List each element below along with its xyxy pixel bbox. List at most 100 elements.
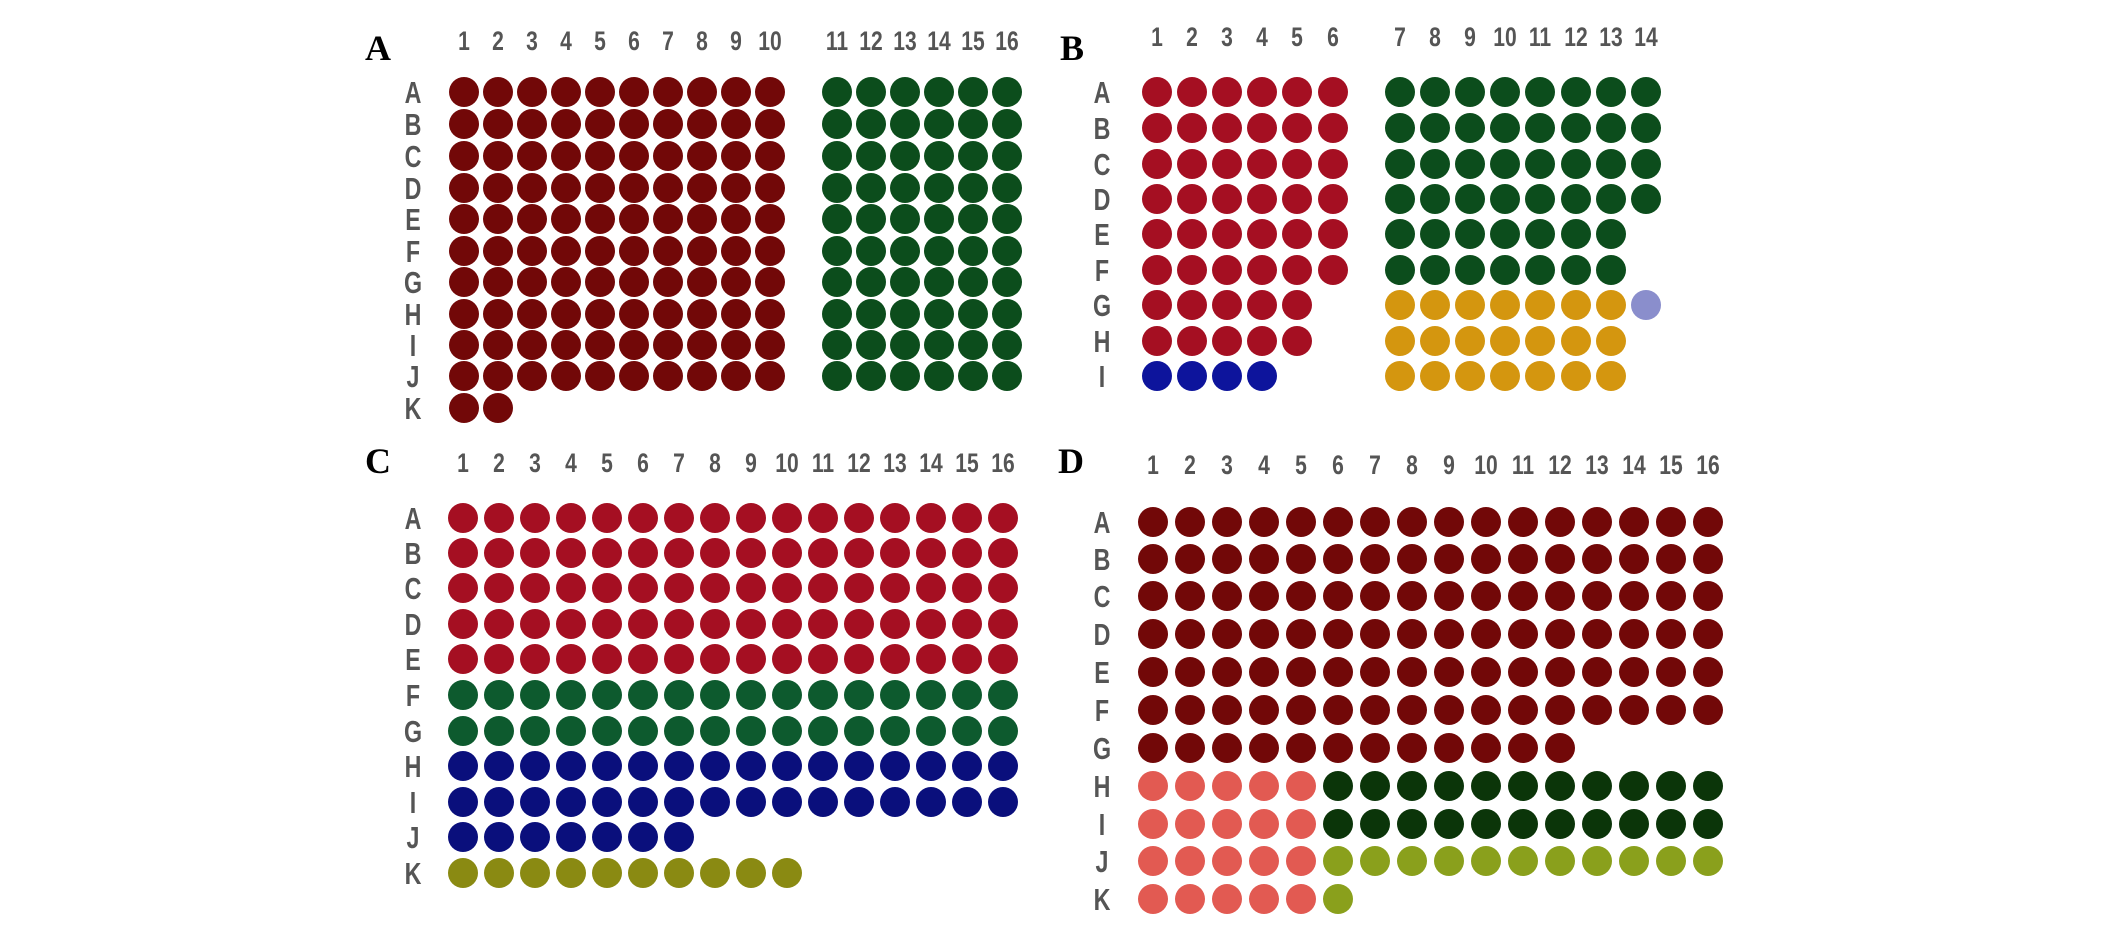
well-I8 bbox=[1397, 809, 1427, 839]
well-E15 bbox=[1656, 657, 1686, 687]
well-A9 bbox=[1455, 77, 1485, 107]
well-D12 bbox=[1545, 619, 1575, 649]
well-G8 bbox=[1397, 733, 1427, 763]
well-B13 bbox=[1596, 113, 1626, 143]
well-F3 bbox=[520, 680, 550, 710]
well-C5 bbox=[1286, 581, 1316, 611]
panel-letter: A bbox=[365, 28, 391, 68]
well-E14 bbox=[916, 644, 946, 674]
well-I2 bbox=[1175, 809, 1205, 839]
well-H4 bbox=[551, 299, 581, 329]
well-A12 bbox=[1561, 77, 1591, 107]
well-D8 bbox=[1420, 184, 1450, 214]
well-G4 bbox=[556, 716, 586, 746]
well-G14 bbox=[916, 716, 946, 746]
well-A7 bbox=[1360, 507, 1390, 537]
well-H4 bbox=[1247, 326, 1277, 356]
well-I10 bbox=[1490, 361, 1520, 391]
well-C9 bbox=[1455, 149, 1485, 179]
well-D7 bbox=[1360, 619, 1390, 649]
column-label: 11 bbox=[811, 448, 835, 478]
row-label: I bbox=[1098, 359, 1106, 394]
well-C6 bbox=[628, 573, 658, 603]
well-B2 bbox=[483, 109, 513, 139]
well-D6 bbox=[619, 173, 649, 203]
well-C7 bbox=[664, 573, 694, 603]
well-F13 bbox=[890, 236, 920, 266]
well-G6 bbox=[628, 716, 658, 746]
well-H1 bbox=[1142, 326, 1172, 356]
well-F4 bbox=[1249, 695, 1279, 725]
well-C4 bbox=[556, 573, 586, 603]
row-label: J bbox=[406, 359, 420, 394]
well-B7 bbox=[664, 538, 694, 568]
well-F14 bbox=[1619, 695, 1649, 725]
well-E13 bbox=[890, 204, 920, 234]
well-H13 bbox=[880, 751, 910, 781]
column-label: 13 bbox=[1599, 22, 1623, 52]
well-K6 bbox=[1323, 884, 1353, 914]
column-label: 7 bbox=[673, 448, 685, 478]
well-F12 bbox=[844, 680, 874, 710]
well-E1 bbox=[1142, 219, 1172, 249]
well-A16 bbox=[988, 503, 1018, 533]
well-E5 bbox=[592, 644, 622, 674]
well-H8 bbox=[1420, 326, 1450, 356]
well-J9 bbox=[1434, 846, 1464, 876]
column-label: 8 bbox=[696, 26, 708, 56]
column-label: 11 bbox=[825, 26, 849, 56]
well-E5 bbox=[585, 204, 615, 234]
well-G4 bbox=[1247, 290, 1277, 320]
well-A14 bbox=[1631, 77, 1661, 107]
well-H13 bbox=[1596, 326, 1626, 356]
well-G5 bbox=[592, 716, 622, 746]
well-F10 bbox=[1490, 255, 1520, 285]
well-A8 bbox=[700, 503, 730, 533]
well-C4 bbox=[1249, 581, 1279, 611]
column-label: 14 bbox=[1634, 22, 1658, 52]
well-A3 bbox=[1212, 77, 1242, 107]
well-E13 bbox=[1596, 219, 1626, 249]
well-H16 bbox=[1693, 771, 1723, 801]
well-H10 bbox=[772, 751, 802, 781]
well-D6 bbox=[1323, 619, 1353, 649]
well-B14 bbox=[1631, 113, 1661, 143]
well-E11 bbox=[822, 204, 852, 234]
well-H12 bbox=[1545, 771, 1575, 801]
row-label: K bbox=[404, 856, 422, 891]
column-label: 11 bbox=[1511, 450, 1535, 480]
well-C4 bbox=[1247, 149, 1277, 179]
well-D2 bbox=[1177, 184, 1207, 214]
well-E2 bbox=[484, 644, 514, 674]
well-K2 bbox=[1175, 884, 1205, 914]
well-I12 bbox=[844, 787, 874, 817]
well-D1 bbox=[449, 173, 479, 203]
well-G5 bbox=[1286, 733, 1316, 763]
well-F7 bbox=[1385, 255, 1415, 285]
well-F13 bbox=[1582, 695, 1612, 725]
well-C13 bbox=[880, 573, 910, 603]
well-C15 bbox=[1656, 581, 1686, 611]
well-E9 bbox=[1455, 219, 1485, 249]
well-A8 bbox=[1397, 507, 1427, 537]
well-F14 bbox=[916, 680, 946, 710]
well-B16 bbox=[988, 538, 1018, 568]
well-B4 bbox=[556, 538, 586, 568]
well-A11 bbox=[1508, 507, 1538, 537]
row-label: D bbox=[404, 607, 422, 642]
row-label: B bbox=[1093, 542, 1111, 577]
well-G5 bbox=[1282, 290, 1312, 320]
column-label: 15 bbox=[1659, 450, 1683, 480]
well-C12 bbox=[1561, 149, 1591, 179]
well-A4 bbox=[556, 503, 586, 533]
well-H13 bbox=[1582, 771, 1612, 801]
well-D12 bbox=[1561, 184, 1591, 214]
well-J1 bbox=[449, 361, 479, 391]
column-label: 4 bbox=[560, 26, 572, 56]
row-label: G bbox=[1093, 731, 1112, 766]
well-I4 bbox=[1249, 809, 1279, 839]
well-D13 bbox=[1596, 184, 1626, 214]
column-label: 1 bbox=[458, 26, 470, 56]
well-G5 bbox=[585, 267, 615, 297]
